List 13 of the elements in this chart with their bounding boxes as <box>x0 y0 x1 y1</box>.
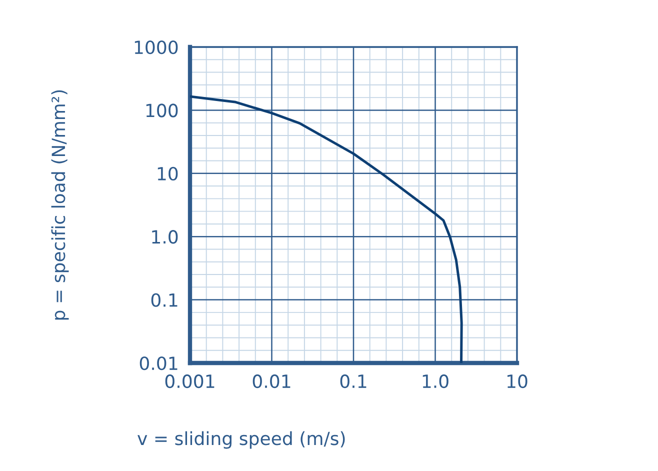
x-tick-label: 0.001 <box>165 374 214 388</box>
x-tick-label: 0.01 <box>252 374 290 388</box>
y-axis-title: p = specific load (N/mm²) <box>51 90 69 320</box>
x-tick-label: 0.1 <box>340 374 366 388</box>
x-axis-title: v = sliding speed (m/s) <box>138 431 345 449</box>
y-tick-label: 0.1 <box>151 293 178 307</box>
y-tick-label: 100 <box>146 104 178 118</box>
x-tick-label: 1.0 <box>422 374 448 388</box>
y-tick-label: 1.0 <box>152 230 178 244</box>
y-tick-label: 10 <box>158 166 178 181</box>
x-tick-label: 10 <box>507 374 528 388</box>
y-tick-label: 1000 <box>134 40 178 54</box>
y-tick-label: 0.01 <box>140 356 178 370</box>
